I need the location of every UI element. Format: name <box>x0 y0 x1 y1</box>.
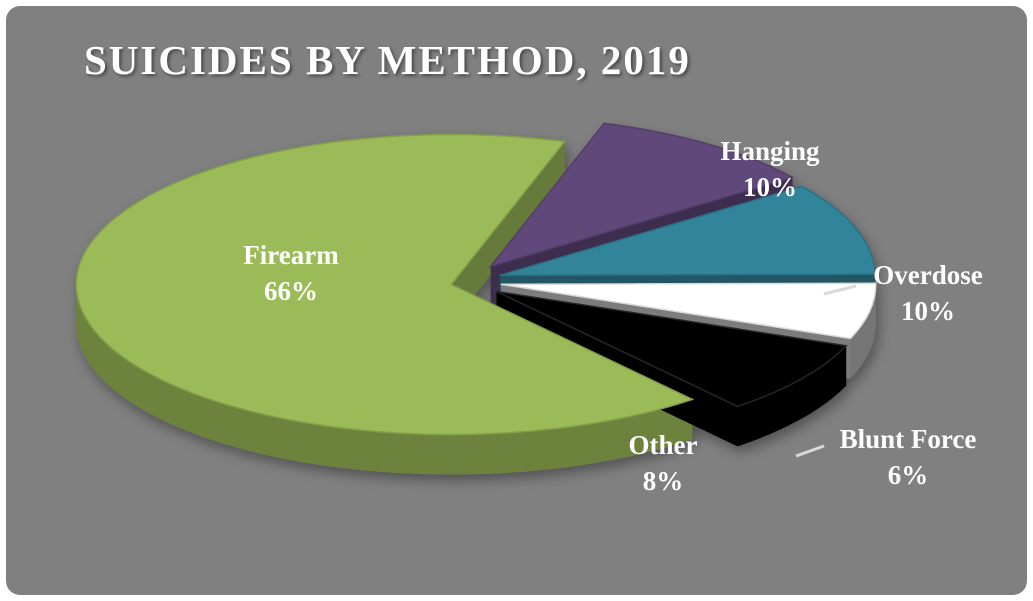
pie-slice-side-other <box>737 345 847 447</box>
chart-title: SUICIDES BY METHOD, 2019 <box>84 37 691 83</box>
slice-value-hanging: 10% <box>743 172 797 202</box>
slice-value-other: 8% <box>643 466 684 496</box>
pie-slice-firearm <box>75 133 695 436</box>
pie-slice-other <box>496 290 848 408</box>
pie-chart: Firearm 66% Hanging 10% Overdose 10% Blunt For… <box>75 122 983 496</box>
slice-label-overdose: Overdose <box>873 260 982 290</box>
pie-slice-hanging <box>488 122 795 268</box>
leader-line-blunt-force <box>795 444 825 458</box>
slice-label-blunt-force: Blunt Force <box>840 424 977 454</box>
slice-label-hanging: Hanging <box>720 136 820 166</box>
slice-value-overdose: 10% <box>901 296 955 326</box>
slice-value-firearm: 66% <box>264 276 318 306</box>
pie-slice-side-blunt-force <box>850 284 876 379</box>
slice-value-blunt-force: 6% <box>888 460 929 490</box>
leader-line-overdose <box>823 284 857 296</box>
chart-panel: SUICIDES BY METHOD, 2019 Firearm 66% Hangi… <box>6 6 1027 595</box>
pie-slice-side-firearm <box>76 284 693 475</box>
pie-slice-overdose <box>499 185 876 277</box>
slice-label-firearm: Firearm <box>243 240 339 270</box>
pie-slice-blunt-force <box>500 282 877 340</box>
pie-slice-cutface-firearm <box>451 141 693 440</box>
slice-label-other: Other <box>629 430 698 460</box>
